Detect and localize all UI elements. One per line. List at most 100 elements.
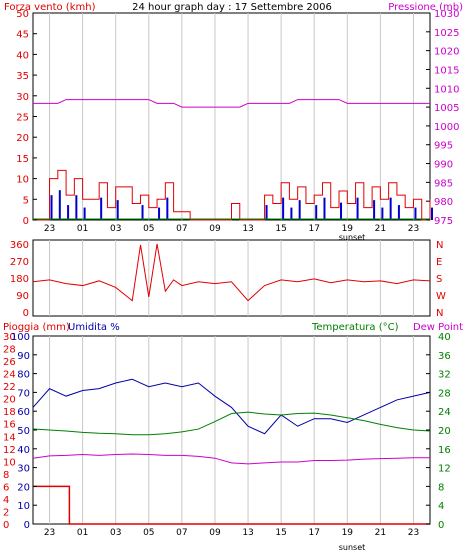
x-tick-label: 09 bbox=[209, 528, 221, 538]
wind-direction-ticks: 0 N 90 W 180 S 270 E 360 N bbox=[10, 240, 446, 319]
x-tick-label: 01 bbox=[77, 528, 88, 538]
pressure-tick-label: 1010 bbox=[434, 84, 459, 95]
sunset-annotation: sunset bbox=[339, 233, 366, 242]
wind-tick-label: 30 bbox=[16, 92, 29, 103]
pressure-tick-label: 990 bbox=[434, 160, 453, 171]
wind-speed-line bbox=[33, 169, 431, 221]
x-tick-label: 01 bbox=[77, 224, 88, 234]
rain-axis-label: Pioggia (mm) bbox=[3, 322, 70, 333]
rain-humidity-temp-panel: 23 01 03 05 07 09 13 15 17 19 21 230246810121416182… bbox=[3, 322, 463, 552]
pressure-tick-label: 980 bbox=[434, 197, 453, 208]
x-tick-label: 09 bbox=[209, 224, 221, 234]
humidity-axis-label: Umidita % bbox=[68, 322, 120, 333]
dew-point-axis-label: Dew Point bbox=[413, 322, 463, 333]
wind-direction-line bbox=[32, 243, 431, 302]
x-tick-label: 03 bbox=[110, 528, 121, 538]
temperature-line bbox=[32, 411, 431, 436]
rain-tick-label: 28 bbox=[3, 345, 16, 356]
temperature-tick-label: 36 bbox=[438, 351, 451, 362]
compass-tick-label: S bbox=[436, 274, 442, 285]
pressure-tick-label: 1030 bbox=[434, 9, 459, 20]
x-tick-label: 05 bbox=[143, 528, 154, 538]
temperature-tick-label: 32 bbox=[438, 370, 451, 381]
temperature-tick-label: 20 bbox=[438, 426, 451, 437]
humidity-tick-label: 70 bbox=[17, 388, 30, 399]
direction-tick-label: 0 bbox=[23, 308, 29, 319]
direction-tick-label: 90 bbox=[16, 291, 29, 302]
rain-tick-label: 26 bbox=[3, 357, 16, 368]
wind-tick-label: 0 bbox=[23, 216, 29, 227]
pressure-tick-label: 975 bbox=[434, 216, 453, 227]
pressure-tick-label: 1020 bbox=[434, 47, 459, 58]
rain-tick-label: 14 bbox=[3, 432, 16, 443]
rain-tick-label: 30 bbox=[3, 332, 16, 343]
wind-tick-label: 10 bbox=[16, 175, 29, 186]
temperature-axis-label: Temperatura (°C) bbox=[311, 322, 399, 333]
rain-tick-label: 8 bbox=[3, 470, 9, 481]
rain-tick-label: 10 bbox=[3, 457, 16, 468]
dew-point-line bbox=[32, 453, 430, 465]
x-tick-label: 23 bbox=[44, 224, 55, 234]
pressure-tick-label: 995 bbox=[434, 141, 453, 152]
rain-tick-label: 6 bbox=[3, 482, 9, 493]
rain-tick-label: 12 bbox=[3, 445, 16, 456]
humidity-tick-label: 90 bbox=[17, 351, 30, 362]
x-tick-label: 07 bbox=[176, 224, 187, 234]
rain-humidity-temp-plot-area bbox=[32, 335, 431, 525]
wind-tick-label: 25 bbox=[16, 113, 29, 124]
temperature-tick-label: 8 bbox=[438, 482, 444, 493]
humidity-tick-label: 20 bbox=[17, 482, 30, 493]
wind-direction-panel: 0 N 90 W 180 S 270 E 360 N bbox=[10, 239, 446, 319]
direction-tick-label: 270 bbox=[10, 257, 29, 268]
compass-tick-label: N bbox=[436, 240, 443, 251]
rain-tick-label: 20 bbox=[3, 395, 16, 406]
humidity-tick-label: 0 bbox=[24, 520, 30, 531]
rain-tick-label: 16 bbox=[3, 420, 16, 431]
temperature-tick-label: 28 bbox=[438, 388, 451, 399]
rain-tick-label: 22 bbox=[3, 382, 16, 393]
humidity-tick-label: 100 bbox=[11, 332, 30, 343]
humidity-tick-label: 50 bbox=[17, 426, 30, 437]
rain-tick-label: 18 bbox=[3, 407, 16, 418]
wind-direction-plot-area bbox=[32, 239, 431, 317]
humidity-tick-label: 40 bbox=[17, 445, 30, 456]
pressure-axis-label: Pressione (mb) bbox=[388, 2, 463, 13]
wind-pressure-series bbox=[33, 99, 433, 221]
rain-tick-label: 2 bbox=[3, 507, 9, 518]
rain-humidity-temp-series bbox=[32, 378, 431, 525]
wind-pressure-grid bbox=[49, 13, 414, 220]
compass-tick-label: W bbox=[436, 291, 446, 302]
rain-humidity-temp-grid bbox=[49, 336, 414, 524]
chart-title: 24 hour graph day : 17 Settembre 2006 bbox=[132, 2, 332, 13]
direction-tick-label: 180 bbox=[10, 274, 29, 285]
x-tick-label: 15 bbox=[275, 224, 286, 234]
wind-tick-label: 15 bbox=[16, 154, 29, 165]
pressure-tick-label: 1025 bbox=[434, 28, 459, 39]
humidity-tick-label: 30 bbox=[17, 464, 30, 475]
x-tick-label: 15 bbox=[275, 528, 286, 538]
wind-pressure-ticks: 23 01 03 05 07 09 13 15 17 19 21 230510152025303540… bbox=[16, 9, 459, 234]
compass-tick-label: E bbox=[436, 257, 442, 268]
temperature-tick-label: 40 bbox=[438, 332, 451, 343]
x-tick-label: 23 bbox=[44, 528, 55, 538]
wind-axis-label: Forza vento (kmh) bbox=[4, 2, 96, 13]
x-tick-label: 21 bbox=[375, 528, 386, 538]
temperature-tick-label: 0 bbox=[438, 520, 444, 531]
wind-tick-label: 50 bbox=[16, 9, 29, 20]
pressure-tick-label: 985 bbox=[434, 178, 453, 189]
wind-tick-label: 40 bbox=[16, 50, 29, 61]
wind-tick-label: 35 bbox=[16, 71, 29, 82]
x-tick-label: 17 bbox=[308, 224, 319, 234]
wind-pressure-panel: 23 01 03 05 07 09 13 15 17 19 21 230510152025303540… bbox=[4, 2, 463, 242]
humidity-tick-label: 80 bbox=[17, 370, 30, 381]
wind-pressure-plot-area bbox=[32, 12, 431, 221]
temperature-tick-label: 4 bbox=[438, 501, 444, 512]
x-tick-label: 21 bbox=[375, 224, 386, 234]
wind-tick-label: 20 bbox=[16, 133, 29, 144]
x-tick-label: 23 bbox=[408, 224, 419, 234]
temperature-tick-label: 12 bbox=[438, 464, 451, 475]
x-tick-label: 19 bbox=[342, 528, 354, 538]
wind-direction-series bbox=[32, 243, 431, 302]
